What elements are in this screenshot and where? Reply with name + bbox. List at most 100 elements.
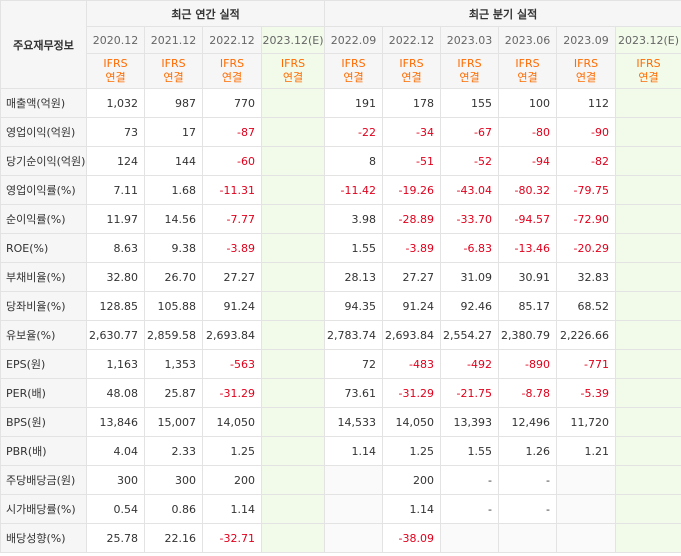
table-cell: 14,050 (202, 407, 262, 437)
table-cell: 178 (382, 88, 442, 118)
ifrs-line1: IFRS (103, 57, 128, 70)
table-cell (260, 262, 326, 292)
table-cell: -3.89 (382, 233, 442, 263)
row-label: 순이익률(%) (0, 204, 87, 234)
table-cell (615, 117, 681, 147)
table-cell (556, 494, 617, 524)
table-cell (615, 262, 681, 292)
table-cell: -60 (202, 146, 262, 176)
table-cell: 68.52 (556, 291, 617, 321)
table-cell: - (440, 494, 500, 524)
table-cell: 27.27 (202, 262, 262, 292)
table-cell (260, 291, 326, 321)
table-cell (260, 494, 326, 524)
table-cell: -43.04 (440, 175, 500, 205)
table-cell: 4.04 (86, 436, 145, 466)
table-cell (615, 146, 681, 176)
table-cell: -13.46 (498, 233, 558, 263)
quarterly-period-header: 2023.06 (498, 26, 558, 54)
table-cell: -52 (440, 146, 500, 176)
row-label: PBR(배) (0, 436, 87, 466)
annual-period-header: 2021.12 (144, 26, 203, 54)
table-cell: 8.63 (86, 233, 145, 263)
table-cell: 2,693.84 (382, 320, 442, 350)
table-row: 배당성향(%) 25.78 22.16 -32.71 -38.09 (0, 523, 681, 553)
table-cell: 26.70 (144, 262, 203, 292)
table-cell: 73 (86, 117, 145, 147)
table-cell: 17 (144, 117, 203, 147)
table-cell: -32.71 (202, 523, 262, 553)
table-cell: 48.08 (86, 378, 145, 408)
ifrs-label: IFRS 연결 (556, 53, 617, 89)
table-cell (615, 378, 681, 408)
table-cell (615, 88, 681, 118)
ifrs-label: IFRS 연결 (324, 53, 384, 89)
annual-period-header: 2023.12(E) (260, 26, 326, 54)
row-label: 시가배당률(%) (0, 494, 87, 524)
ifrs-line2: 연결 (459, 71, 480, 84)
ifrs-line1: IFRS (636, 57, 661, 70)
table-cell: 200 (382, 465, 442, 495)
table-cell (260, 523, 326, 553)
table-cell: 128.85 (86, 291, 145, 321)
ifrs-line1: IFRS (341, 57, 366, 70)
table-cell: 1.25 (382, 436, 442, 466)
table-cell: -87 (202, 117, 262, 147)
table-cell: 770 (202, 88, 262, 118)
table-cell: 0.86 (144, 494, 203, 524)
quarterly-period-header: 2022.09 (324, 26, 384, 54)
ifrs-label: IFRS 연결 (440, 53, 500, 89)
table-cell: -563 (202, 349, 262, 379)
table-cell: 1.21 (556, 436, 617, 466)
table-row: 주당배당금(원) 300 300 200 200- - (0, 465, 681, 495)
table-cell: 987 (144, 88, 203, 118)
table-row: 부채비율(%) 32.80 26.70 27.27 28.13 27.27 31.09 30.… (0, 262, 681, 292)
table-cell (556, 465, 617, 495)
table-cell (615, 436, 681, 466)
ifrs-line2: 연결 (282, 71, 304, 84)
table-row: 유보율(%) 2,630.77 2,859.58 2,693.84 2,783.74 2,… (0, 320, 681, 350)
table-cell: -8.78 (498, 378, 558, 408)
ifrs-label: IFRS 연결 (498, 53, 558, 89)
quarterly-period-header: 2023.09 (556, 26, 617, 54)
table-cell: 13,846 (86, 407, 145, 437)
row-label: PER(배) (0, 378, 87, 408)
table-cell: 1,163 (86, 349, 145, 379)
table-cell: 92.46 (440, 291, 500, 321)
table-cell: -90 (556, 117, 617, 147)
table-cell: -94.57 (498, 204, 558, 234)
table-cell (260, 320, 326, 350)
table-cell: -6.83 (440, 233, 500, 263)
table-cell: 7.11 (86, 175, 145, 205)
table-cell: 15,007 (144, 407, 203, 437)
table-cell: 11,720 (556, 407, 617, 437)
table-cell: 32.83 (556, 262, 617, 292)
quarterly-period-header: 2023.12(E) (615, 26, 681, 54)
table-cell: -11.31 (202, 175, 262, 205)
table-cell: 1.14 (324, 436, 384, 466)
quarterly-period-header: 2023.03 (440, 26, 500, 54)
table-cell (615, 465, 681, 495)
table-cell (260, 117, 326, 147)
table-cell: 100 (498, 88, 558, 118)
ifrs-line1: IFRS (399, 57, 424, 70)
table-cell: -67 (440, 117, 500, 147)
ifrs-line2: 연결 (221, 71, 243, 84)
table-cell: -80.32 (498, 175, 558, 205)
table-row: PBR(배) 4.04 2.33 1.25 1.14 1.25 1.55 1.26 1.21 (0, 436, 681, 466)
table-cell: -34 (382, 117, 442, 147)
table-cell: 31.09 (440, 262, 500, 292)
table-cell: 105.88 (144, 291, 203, 321)
row-label: 주당배당금(원) (0, 465, 87, 495)
table-cell: 2.33 (144, 436, 203, 466)
table-cell: - (498, 494, 558, 524)
table-cell: -33.70 (440, 204, 500, 234)
table-cell: 1.55 (324, 233, 384, 263)
ifrs-label: IFRS 연결 (382, 53, 442, 89)
ifrs-line2: 연결 (575, 71, 597, 84)
table-cell (615, 523, 681, 553)
table-cell: -20.29 (556, 233, 617, 263)
table-cell: 85.17 (498, 291, 558, 321)
table-cell: 25.87 (144, 378, 203, 408)
